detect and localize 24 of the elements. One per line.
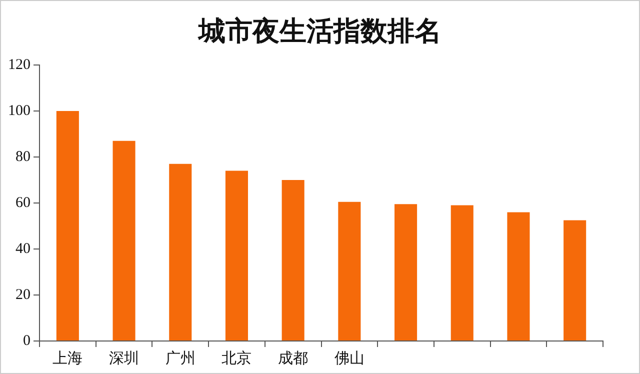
bar: [394, 204, 418, 340]
bar: [282, 180, 304, 340]
x-tick-label: 北京: [222, 350, 252, 367]
y-tick-label: 100: [8, 102, 30, 119]
y-tick-label: 40: [16, 240, 30, 257]
y-tick-label: 20: [16, 286, 30, 303]
bar: [507, 212, 530, 340]
bar: [564, 220, 586, 340]
chart-title: 城市夜生活指数排名: [196, 15, 442, 48]
y-tick-label: 80: [16, 148, 30, 165]
x-tick-label: 佛山: [334, 350, 364, 367]
y-tick-label: 120: [8, 56, 30, 73]
bar: [56, 111, 79, 340]
bar: [112, 140, 136, 340]
bar: [169, 164, 192, 340]
x-tick-label: 广州: [165, 350, 196, 367]
bar: [450, 205, 474, 340]
x-tick-label: 成都: [278, 350, 308, 367]
bar: [225, 170, 248, 340]
y-tick-label: 0: [23, 332, 30, 349]
x-tick-label: 上海: [52, 350, 83, 367]
x-tick-label: 深圳: [109, 350, 140, 367]
bar: [338, 202, 361, 340]
y-tick-label: 60: [16, 194, 30, 211]
